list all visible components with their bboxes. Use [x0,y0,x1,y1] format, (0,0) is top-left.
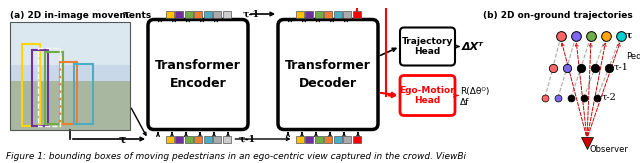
Bar [204,135,211,142]
Bar [184,10,193,17]
FancyBboxPatch shape [278,20,378,129]
Text: ΔXᵀ: ΔXᵀ [462,42,484,52]
Bar [184,135,193,142]
Text: Transformer
Encoder: Transformer Encoder [155,59,241,90]
Text: Δf: Δf [460,98,469,107]
Bar [305,135,313,142]
Bar [333,135,342,142]
Bar [74,64,93,124]
Bar [175,10,183,17]
Text: τ: τ [626,31,632,40]
Text: τ-2: τ-2 [602,93,617,102]
Bar [353,10,360,17]
Text: (a) 2D in-image movements: (a) 2D in-image movements [10,12,151,21]
FancyBboxPatch shape [148,20,248,129]
Bar [314,135,323,142]
Bar [10,22,130,129]
Bar [314,10,323,17]
Bar [204,10,211,17]
Bar [213,10,221,17]
Bar [175,135,183,142]
Text: Figure 1: bounding boxes of moving pedestrians in an ego-centric view captured i: Figure 1: bounding boxes of moving pedes… [6,152,467,161]
Bar [10,81,130,129]
Text: Trajectory
Head: Trajectory Head [402,37,453,56]
Bar [60,61,77,124]
Bar [305,10,313,17]
Bar [333,10,342,17]
Bar [194,135,202,142]
Bar [38,47,60,126]
Text: τ-1: τ-1 [239,134,256,143]
FancyBboxPatch shape [400,75,455,116]
Bar [296,10,303,17]
Bar [324,135,332,142]
Text: τ-1: τ-1 [614,63,629,72]
Bar [213,135,221,142]
Bar [324,10,332,17]
Bar [194,10,202,17]
Bar [166,10,173,17]
Bar [296,135,303,142]
Bar [32,50,48,126]
Bar [343,10,351,17]
Text: Ego-Motion
Head: Ego-Motion Head [399,86,456,105]
Text: τ-1: τ-1 [243,9,260,18]
Text: Pedestrians: Pedestrians [626,52,640,61]
Text: Transformer
Decoder: Transformer Decoder [285,59,371,90]
Bar [223,135,230,142]
Bar [166,135,173,142]
FancyBboxPatch shape [400,28,455,66]
Text: R(Δθᴼ): R(Δθᴼ) [460,87,490,96]
Bar [22,44,40,126]
Text: τ: τ [122,8,130,20]
Bar [353,135,360,142]
Bar [45,52,63,124]
Bar [343,135,351,142]
Bar [223,10,230,17]
Text: τ: τ [118,133,126,145]
Bar [10,22,130,129]
Text: (b) 2D on-ground trajectories: (b) 2D on-ground trajectories [483,10,633,20]
Bar [10,22,130,65]
Text: Observer: Observer [590,146,629,155]
